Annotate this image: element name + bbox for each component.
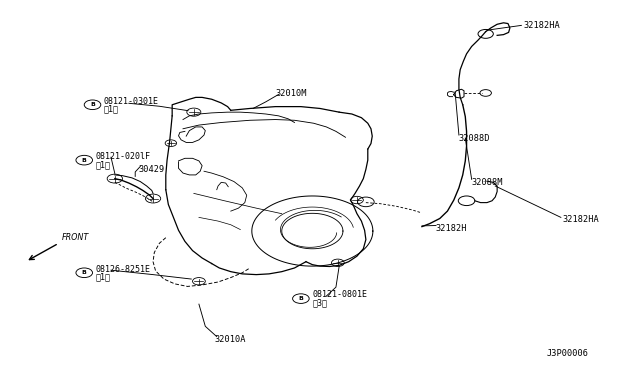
Text: （3）: （3） — [312, 299, 327, 308]
Text: 08121-020lF: 08121-020lF — [96, 152, 150, 161]
Text: （1）: （1） — [96, 273, 111, 282]
Text: 32088M: 32088M — [472, 178, 503, 187]
Text: 32182H: 32182H — [436, 224, 467, 233]
Text: 32182HA: 32182HA — [524, 21, 561, 30]
Text: B: B — [90, 102, 95, 107]
Text: B: B — [82, 270, 86, 275]
Text: （1）: （1） — [104, 105, 119, 114]
Text: 32010M: 32010M — [275, 89, 307, 98]
Text: 30429: 30429 — [138, 165, 164, 174]
Text: B: B — [82, 158, 86, 163]
Text: 32088D: 32088D — [459, 134, 490, 142]
Text: 08121-0301E: 08121-0301E — [104, 97, 159, 106]
Text: J3P00006: J3P00006 — [546, 350, 588, 359]
Text: 08126-8251E: 08126-8251E — [96, 264, 150, 273]
Text: （1）: （1） — [96, 160, 111, 169]
Text: FRONT: FRONT — [62, 233, 89, 242]
Text: 08121-0801E: 08121-0801E — [312, 291, 367, 299]
Text: 32010A: 32010A — [215, 335, 246, 344]
Text: 32182HA: 32182HA — [562, 215, 599, 224]
Text: B: B — [298, 296, 303, 301]
